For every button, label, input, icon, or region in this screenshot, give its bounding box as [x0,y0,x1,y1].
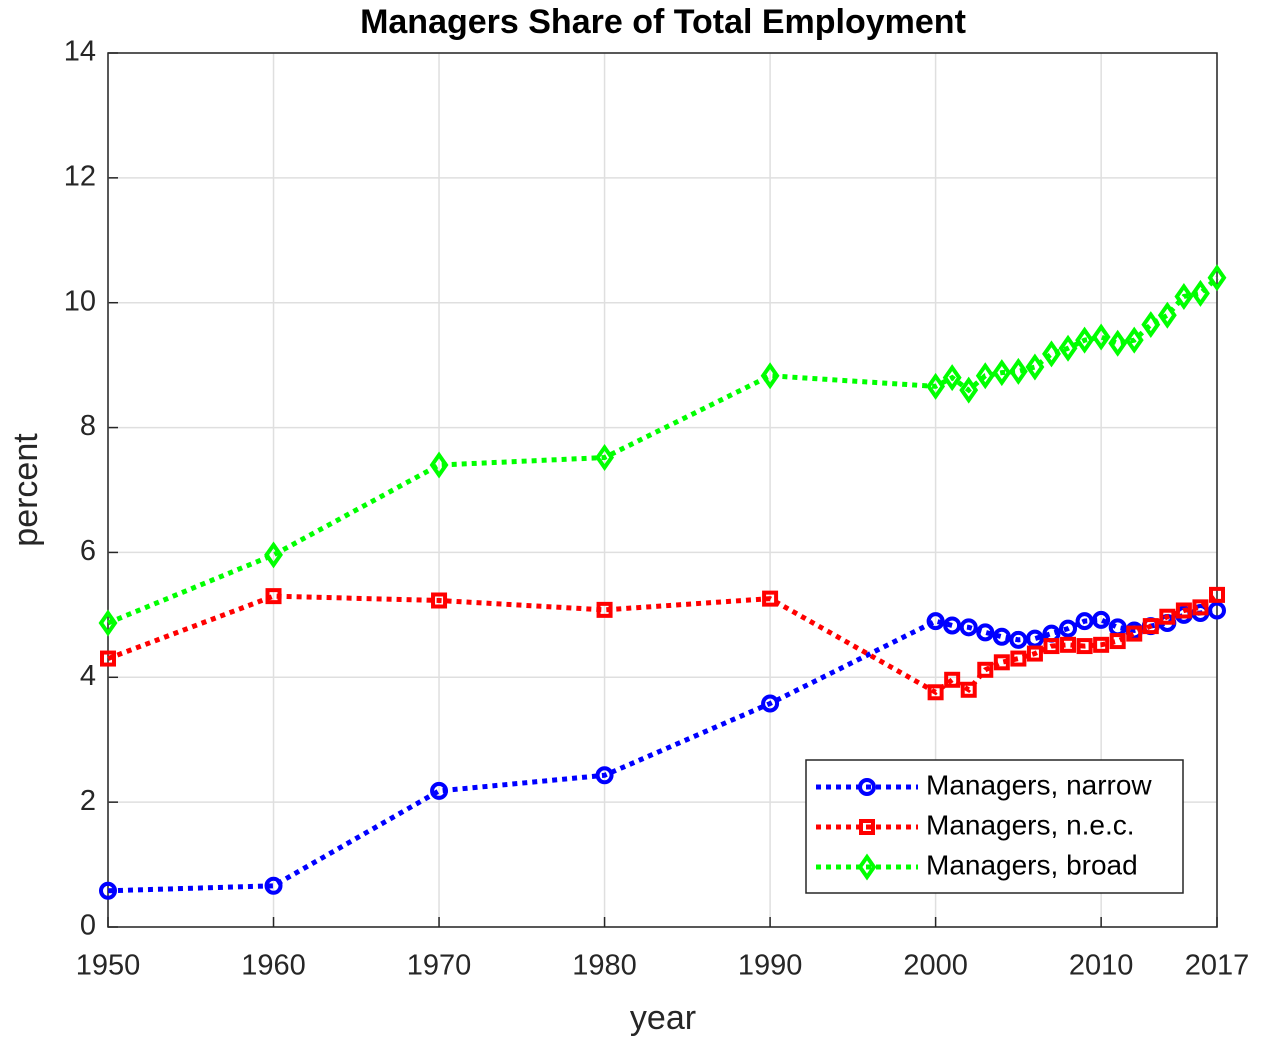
data-point [1092,610,1111,629]
data-point [761,694,780,713]
y-axis-label: percent [7,433,45,547]
data-point [1208,601,1226,620]
series-line [107,608,1218,894]
x-axis-label: year [630,999,696,1037]
data-point [595,444,615,472]
data-point [927,684,944,701]
x-tick-label: 2000 [903,950,968,982]
y-tick-label: 12 [64,161,96,193]
data-point [1109,633,1126,650]
y-tick-label: 2 [80,785,96,817]
legend-label: Managers, n.e.c. [926,809,1135,840]
x-tick-label: 1990 [738,950,803,982]
data-point [944,671,961,688]
y-tick-label: 14 [64,36,96,68]
legend-marker [859,819,875,835]
data-point [1191,279,1210,307]
data-point [1010,650,1027,667]
data-point [1159,608,1176,625]
data-point [1091,323,1111,351]
data-point [1126,625,1143,642]
x-tick-label: 1980 [572,950,637,982]
data-point [100,650,116,667]
data-point [1124,326,1144,354]
y-tick-label: 8 [80,410,96,442]
y-tick-label: 6 [80,535,96,567]
data-point [1042,340,1061,368]
data-point [992,627,1011,646]
x-tick-label: 2017 [1185,950,1250,982]
y-tick-label: 10 [64,285,96,317]
data-point [926,612,945,631]
data-point [993,654,1010,671]
data-point [960,681,977,698]
plot-frame [107,52,1218,928]
legend-marker [857,853,877,881]
data-point [943,616,962,635]
data-point [1174,282,1194,310]
data-point [595,766,614,785]
data-point [942,364,962,392]
y-tick-label: 0 [80,910,96,942]
data-point [959,618,978,637]
data-point [1075,612,1094,631]
data-point [926,372,946,400]
chart-title: Managers Share of Total Employment [360,3,966,41]
data-point [99,881,117,900]
data-point [1043,638,1060,655]
data-point [431,592,448,609]
data-point [1060,636,1077,653]
data-point [596,601,613,618]
x-tick-label: 2010 [1069,950,1134,982]
x-tick-label: 1970 [407,950,472,982]
data-point [264,541,283,569]
data-point [1076,638,1093,655]
data-point [1009,630,1028,649]
data-point [959,376,979,404]
data-point [975,362,995,390]
data-point [976,623,995,642]
legend-label: Managers, narrow [926,769,1152,800]
data-point [1093,636,1110,653]
data-point [429,451,449,479]
data-point [1207,264,1227,292]
data-point [1141,311,1161,339]
data-point [1025,353,1045,381]
data-point [264,876,283,895]
data-point [762,590,779,607]
data-point [1108,329,1128,357]
data-point [1142,618,1159,635]
data-point [992,359,1012,387]
y-tick-label: 4 [80,660,96,692]
x-tick-label: 1960 [241,950,306,982]
data-point [1075,326,1095,354]
data-point [1175,602,1192,619]
x-tick-label: 1950 [76,950,141,982]
data-point [1059,619,1078,638]
data-point [1192,599,1209,616]
data-point [1209,586,1225,603]
data-point [1058,334,1078,362]
legend-label: Managers, broad [926,849,1138,880]
series-line [107,275,1219,626]
legend-marker [858,778,876,796]
data-point [430,781,449,800]
data-point [760,362,780,390]
data-point [265,588,282,605]
data-point [1157,301,1177,329]
data-point [1026,645,1043,662]
data-point [977,661,994,678]
data-point [98,609,118,637]
data-point [1008,357,1028,385]
